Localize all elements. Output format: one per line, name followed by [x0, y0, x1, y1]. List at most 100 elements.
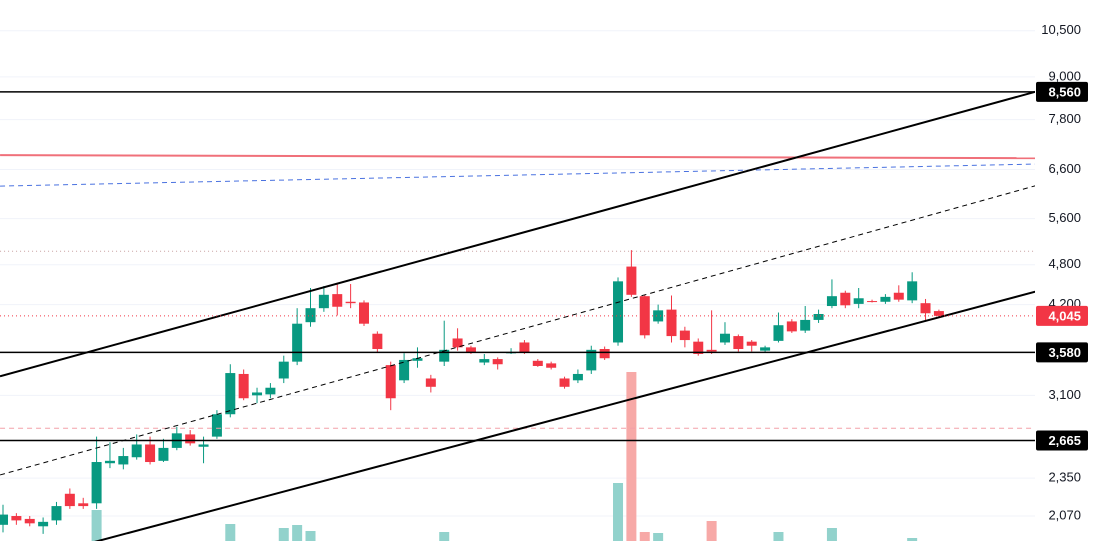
candle-body [760, 347, 771, 351]
volume-bar [653, 533, 664, 541]
candle-body [800, 319, 811, 331]
candle-body [91, 462, 102, 504]
candle-body [345, 301, 356, 304]
candle-body [439, 349, 450, 362]
candle-body [265, 387, 276, 395]
y-tick-label: 3,100 [1048, 387, 1081, 402]
candle-body [332, 294, 343, 307]
trend-line [0, 185, 1035, 476]
candle-body [679, 330, 690, 341]
candle-body [586, 349, 597, 371]
candle-body [104, 460, 115, 464]
candle-body [292, 323, 303, 362]
trend-line [0, 90, 1035, 378]
candle-body [880, 296, 891, 302]
candle-body [599, 349, 610, 359]
candle-body [78, 503, 89, 507]
price-label-box [1036, 305, 1088, 326]
candle-body [813, 313, 824, 320]
candle-body [572, 373, 583, 381]
candle-body [492, 359, 503, 365]
candle-body [559, 378, 570, 387]
candle-body [385, 365, 396, 399]
candle-body [11, 516, 22, 521]
candle-body [933, 311, 944, 316]
volume-bar [613, 483, 624, 541]
volume-bar [626, 372, 637, 541]
candle-body [719, 333, 730, 343]
candle-body [465, 347, 476, 353]
candle-body [519, 342, 530, 353]
volume-bar [826, 528, 837, 541]
price-label: 2,665 [1048, 433, 1081, 448]
candle-body [693, 341, 704, 355]
candle-body [733, 336, 744, 350]
candle-body [826, 296, 837, 307]
volume-bar [225, 524, 236, 541]
candle-body [38, 521, 49, 527]
trend-line [94, 290, 1035, 541]
candle-body [893, 292, 904, 300]
candle-body [425, 378, 436, 387]
y-tick-label: 9,000 [1048, 68, 1081, 83]
volume-bar [305, 531, 316, 541]
candle-body [238, 373, 249, 399]
candle-body [51, 506, 62, 521]
candle-body [907, 281, 918, 301]
trend-line [0, 154, 1035, 160]
price-axis: 10,5009,0007,8006,6005,6004,8004,2003,10… [1036, 22, 1088, 522]
candle-body [412, 358, 423, 361]
candle-body [867, 301, 878, 303]
candle-body [546, 363, 557, 368]
candle-body [64, 493, 75, 507]
candle-body [145, 444, 156, 463]
y-tick-label: 2,070 [1048, 507, 1081, 522]
y-tick-label: 6,600 [1048, 161, 1081, 176]
price-label: 8,560 [1048, 84, 1081, 99]
price-label-box [1036, 430, 1088, 451]
candle-body [305, 308, 316, 323]
candle-body [532, 360, 543, 366]
volume-bar [91, 510, 102, 541]
candle-body [853, 298, 864, 304]
candle-body [746, 341, 757, 346]
candle-body [920, 303, 931, 314]
candle-body [131, 444, 142, 458]
price-label: 3,580 [1048, 345, 1081, 360]
candle-body [653, 310, 664, 322]
volume-bar [639, 532, 650, 541]
candle-body [613, 281, 624, 343]
candle-body [840, 292, 851, 306]
volume-bar [706, 521, 717, 541]
candle-body [24, 518, 35, 524]
price-label: 4,045 [1048, 308, 1081, 323]
candle-body [318, 294, 329, 309]
candle-body [211, 414, 222, 437]
candle-body [118, 456, 129, 465]
candle-body [399, 359, 410, 381]
y-tick-label: 7,800 [1048, 111, 1081, 126]
candle-body [158, 447, 169, 461]
candle-body [198, 444, 209, 447]
volume-bar [439, 532, 450, 541]
candle-body [666, 309, 677, 337]
candle-body [252, 392, 263, 396]
y-tick-label: 10,500 [1041, 22, 1081, 37]
candle-body [626, 266, 637, 295]
volume-bar [278, 528, 289, 541]
trend-line [0, 163, 1035, 187]
volume-bar [292, 525, 303, 541]
candle-body [185, 434, 196, 444]
y-tick-label: 5,600 [1048, 210, 1081, 225]
plot-area [0, 30, 1035, 541]
price-label-box [1036, 81, 1088, 102]
candle-body [479, 359, 490, 363]
candle-body [706, 349, 717, 352]
candle-body [786, 321, 797, 332]
candle-body [372, 333, 383, 350]
candle-body [225, 373, 236, 415]
candle-body [773, 325, 784, 341]
candle-body [452, 338, 463, 348]
